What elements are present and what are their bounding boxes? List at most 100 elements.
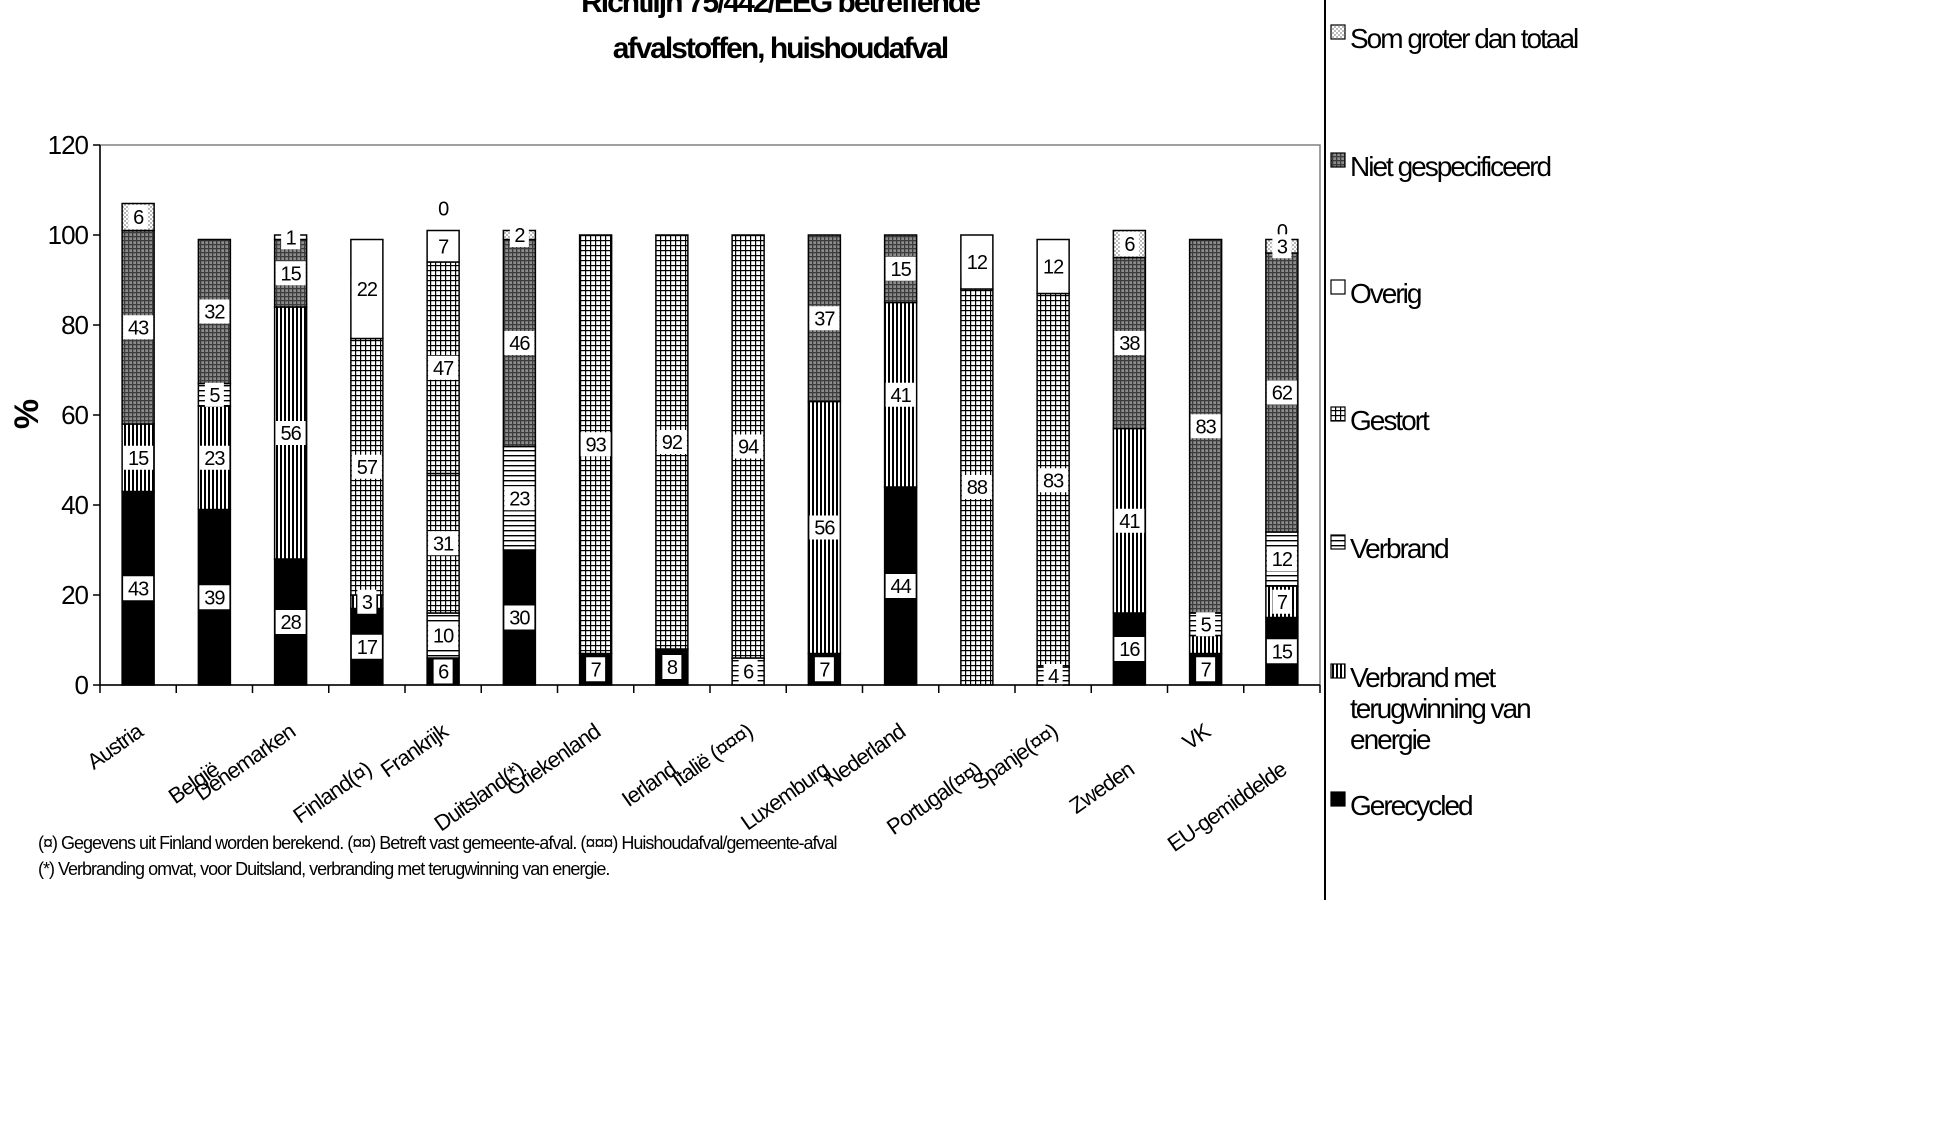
data-label-box <box>1196 657 1216 682</box>
data-label-box <box>428 531 459 556</box>
legend-swatch <box>1330 152 1346 168</box>
x-category-label: VK <box>1178 718 1216 755</box>
y-tick-label: 100 <box>48 220 89 250</box>
data-label: 93 <box>586 434 607 456</box>
chart-title-line-2: afvalstoffen, huishoudafval <box>613 32 948 65</box>
data-label: 3 <box>1277 236 1288 258</box>
y-tick-label: 0 <box>75 670 89 700</box>
data-label: 4 <box>1048 666 1059 688</box>
data-label-box <box>733 434 764 459</box>
legend-label: Gerecycled <box>1350 790 1472 821</box>
data-label: 83 <box>1043 470 1064 492</box>
data-label: 12 <box>967 252 988 274</box>
data-label: 41 <box>891 385 912 407</box>
data-label: 44 <box>891 576 912 598</box>
data-label-box <box>504 605 535 630</box>
data-label: 6 <box>133 207 144 229</box>
x-category-label: EU-gemiddelde <box>1163 756 1292 856</box>
data-label: 16 <box>1119 639 1140 661</box>
data-label-box <box>433 234 453 259</box>
x-category-label: Austria <box>82 718 148 775</box>
data-label-box <box>433 659 453 684</box>
data-label-box <box>199 299 230 324</box>
data-label: 28 <box>281 612 302 634</box>
data-label-box <box>1266 380 1297 405</box>
data-label-box <box>1114 331 1145 355</box>
data-label-box <box>428 355 459 380</box>
data-label: 7 <box>438 236 449 258</box>
data-label-box <box>199 585 230 610</box>
y-tick-label: 120 <box>48 130 89 160</box>
data-label-box <box>814 657 834 682</box>
legend-swatch <box>1330 279 1346 295</box>
data-label-box <box>809 515 840 540</box>
data-label: 5 <box>1201 614 1212 636</box>
legend-swatch <box>1330 791 1346 807</box>
data-label-box <box>1038 468 1069 493</box>
x-category-label: Nederland <box>819 719 909 793</box>
data-label: 15 <box>281 263 302 285</box>
data-label-box <box>586 657 606 682</box>
data-label-box <box>1114 637 1145 661</box>
data-label-box <box>662 655 682 679</box>
data-label: 8 <box>667 657 678 679</box>
bars-group: 4315436392353228561511735722610314770302… <box>121 199 1299 688</box>
legend-label: Som groter dan totaal <box>1350 23 1578 54</box>
data-label-box <box>275 421 306 445</box>
data-label-box <box>204 382 224 407</box>
data-label-box <box>885 256 916 281</box>
legend-label-line: terugwinning van <box>1350 693 1530 724</box>
data-label: 39 <box>204 587 225 609</box>
x-category-label: Luxemburg <box>736 757 833 835</box>
data-label: 43 <box>128 317 149 339</box>
data-label: 15 <box>128 448 149 470</box>
data-label-box <box>738 659 758 684</box>
legend-swatch <box>1330 406 1346 422</box>
x-category-label: Griekenland <box>502 719 605 801</box>
data-label-box <box>351 454 382 479</box>
data-label-box <box>357 589 377 614</box>
legend-label-line: Verbrand met <box>1350 662 1496 693</box>
legend-swatch <box>1330 534 1346 550</box>
data-label: 7 <box>591 659 602 681</box>
data-label-box <box>809 306 840 331</box>
data-label: 83 <box>1196 416 1217 438</box>
data-label-box <box>275 261 306 286</box>
data-label-box <box>199 445 230 470</box>
data-label: 47 <box>433 358 454 380</box>
data-label-box <box>1043 664 1063 688</box>
data-label-box <box>961 475 992 499</box>
y-tick-label: 60 <box>61 400 88 430</box>
legend-label: Verbrand <box>1350 533 1448 564</box>
data-label: 37 <box>814 308 835 330</box>
y-axis-label: % <box>8 399 46 429</box>
data-label-box <box>885 574 916 598</box>
data-label: 31 <box>433 533 454 555</box>
data-label: 23 <box>204 448 225 470</box>
data-label: 15 <box>891 259 912 281</box>
legend-swatch <box>1330 663 1346 679</box>
data-label-box <box>656 430 687 454</box>
x-category-label: Zweden <box>1065 757 1139 819</box>
data-label: 0 <box>438 199 449 221</box>
data-label: 62 <box>1272 383 1293 405</box>
data-label: 88 <box>967 477 988 499</box>
data-label-box <box>128 205 148 229</box>
data-label: 10 <box>433 626 454 648</box>
data-label: 6 <box>1124 234 1135 256</box>
data-label: 22 <box>357 279 378 301</box>
data-label: 92 <box>662 432 683 454</box>
data-label: 57 <box>357 457 378 479</box>
data-label-box <box>351 634 382 659</box>
data-label: 94 <box>738 437 759 459</box>
data-label-box <box>281 225 301 250</box>
data-label: 7 <box>819 659 830 681</box>
data-label-box <box>275 610 306 634</box>
data-label-box <box>1272 589 1292 614</box>
data-label: 7 <box>1201 659 1212 681</box>
data-label-box <box>1119 232 1139 256</box>
y-tick-label: 20 <box>61 580 88 610</box>
data-label: 12 <box>1043 257 1064 279</box>
data-label-box <box>1038 254 1069 279</box>
